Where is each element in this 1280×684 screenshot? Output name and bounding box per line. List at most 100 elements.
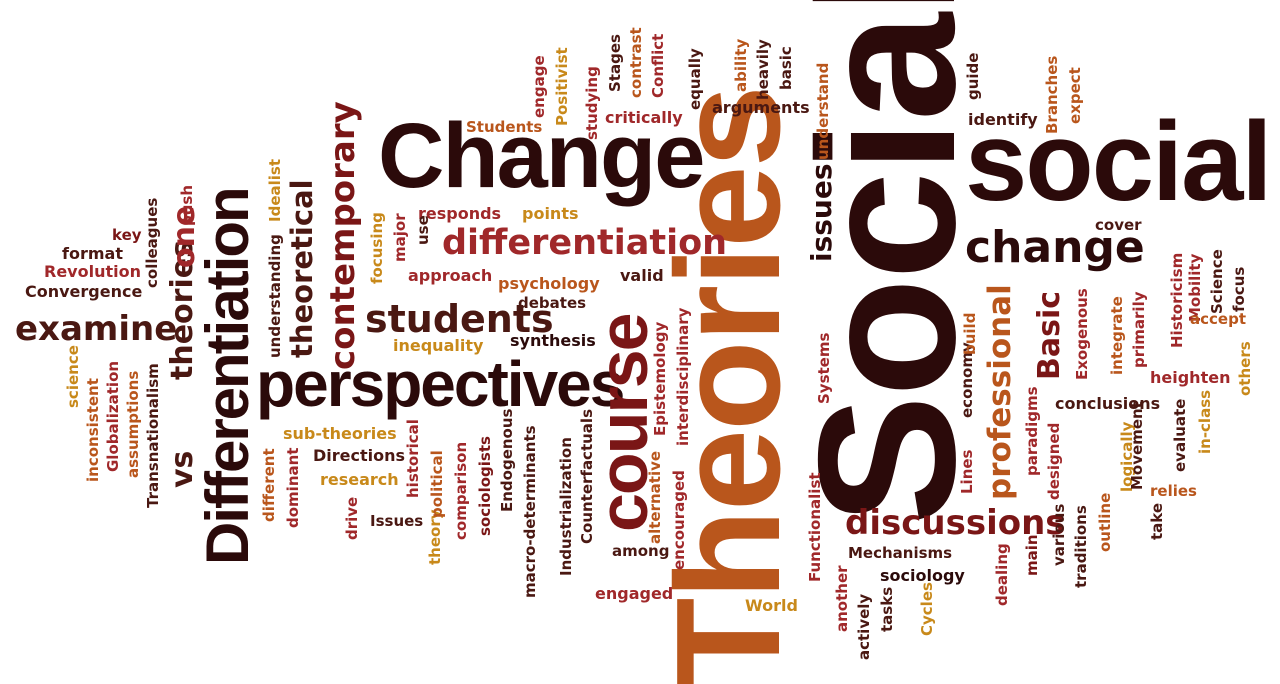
word-sociology: sociology	[880, 566, 965, 585]
word-engaged: engaged	[595, 584, 674, 603]
word-inconsistent: inconsistent	[84, 378, 102, 482]
word-different: different	[260, 448, 278, 522]
word-valid: valid	[620, 266, 664, 285]
word-historicism: Historicism	[1168, 252, 1186, 348]
word-expect: expect	[1066, 67, 1084, 124]
word-heighten: heighten	[1150, 368, 1231, 387]
word-movement: Movement	[1128, 401, 1146, 490]
word-examine: examine	[15, 309, 178, 349]
word-science: Science	[1208, 249, 1226, 314]
word-engage: engage	[530, 55, 548, 118]
word-dominant: dominant	[284, 447, 302, 528]
word-dealing: dealing	[993, 543, 1011, 606]
word-interdisciplinary: interdisciplinary	[674, 307, 692, 446]
word-globalization: Globalization	[104, 360, 122, 472]
word-focusing: focusing	[368, 212, 386, 284]
word-encouraged: encouraged	[670, 470, 688, 570]
word-social: social	[965, 99, 1273, 224]
word-mechanisms: Mechanisms	[848, 544, 953, 562]
word-approach: approach	[408, 266, 493, 285]
word-exogenous: Exogenous	[1073, 288, 1091, 380]
word-students-small: Students	[466, 118, 543, 136]
word-contrast: contrast	[627, 27, 645, 98]
word-differentiation: differentiation	[442, 223, 728, 263]
word-arguments: arguments	[712, 98, 810, 117]
word-alternative: alternative	[646, 450, 664, 544]
word-stages: Stages	[606, 34, 624, 92]
word-understanding: understanding	[266, 234, 284, 358]
word-outline: outline	[1096, 492, 1114, 552]
word-drive: drive	[343, 496, 361, 540]
word-another: another	[833, 565, 851, 632]
word-push: push	[178, 184, 196, 226]
word-guide: guide	[964, 52, 982, 100]
word-inequality: inequality	[393, 336, 484, 355]
word-positivist: Positivist	[553, 47, 571, 126]
word-endogenous: Endogenous	[498, 408, 516, 512]
word-among: among	[612, 542, 670, 560]
word-sociologists: sociologists	[476, 436, 494, 536]
word-conclusions: conclusions	[1055, 394, 1161, 413]
word-take: take	[1148, 502, 1166, 540]
word-world: World	[745, 596, 798, 615]
word-research: research	[320, 470, 399, 489]
word-identify: identify	[968, 110, 1038, 129]
word-students: students	[365, 297, 554, 341]
word-professional: professional	[982, 284, 1018, 500]
word-theoretical: theoretical	[285, 179, 319, 358]
word-key: key	[112, 226, 142, 244]
word-systems: Systems	[815, 332, 833, 404]
word-basic: Basic	[1032, 290, 1067, 380]
word-psychology: psychology	[498, 274, 600, 293]
word-comparison: comparison	[452, 441, 470, 540]
word-functionalist: Functionalist	[806, 472, 824, 582]
word-perspectives: perspectives	[256, 348, 625, 420]
word-lines: Lines	[958, 449, 976, 494]
word-tasks: tasks	[878, 586, 896, 632]
word-others: others	[1236, 341, 1254, 396]
word-major: major	[391, 213, 409, 262]
word-cover: cover	[1095, 216, 1142, 234]
word-issues: issues	[805, 163, 838, 262]
word-idealist: Idealist	[266, 159, 284, 222]
word-discussions: discussions	[845, 503, 1066, 543]
word-integrate: integrate	[1108, 296, 1126, 375]
word-issues-cap: Issues	[370, 512, 424, 530]
word-traditions: traditions	[1072, 505, 1090, 588]
word-build: build	[961, 312, 979, 355]
word-cycles: Cycles	[918, 582, 936, 636]
word-use: use	[414, 215, 432, 245]
word-sub-theories: sub-theories	[283, 424, 397, 443]
word-format: format	[62, 244, 123, 263]
word-epistemology: Epistemology	[651, 321, 669, 436]
word-responds: responds	[418, 204, 502, 223]
word-critically: critically	[605, 108, 683, 127]
word-vs: vs	[165, 450, 200, 488]
word-evaluate: evaluate	[1171, 398, 1189, 472]
word-designed: designed	[1045, 422, 1063, 500]
word-historical: historical	[404, 419, 422, 498]
word-counterfactuals: Counterfactuals	[578, 409, 596, 544]
word-debates: debates	[518, 294, 587, 312]
word-paradigms: paradigms	[1023, 386, 1041, 476]
word-ability: ability	[732, 38, 750, 92]
word-science-small: science	[64, 345, 82, 408]
word-main: main	[1023, 534, 1041, 576]
word-basic-small: basic	[777, 46, 795, 90]
word-transnationalism: Transnationalism	[144, 363, 162, 508]
word-points: points	[522, 204, 579, 223]
word-in-class: in-class	[1196, 389, 1214, 454]
word-heavily: heavily	[754, 39, 772, 100]
word-studying: studying	[583, 66, 601, 140]
word-contemporary: contemporary	[323, 101, 363, 370]
word-primarily: primarily	[1130, 291, 1148, 369]
word-political: political	[428, 450, 446, 518]
word-change-big: Change	[378, 105, 705, 207]
word-various: various	[1050, 503, 1068, 566]
word-differentiation-vertical: Differentiation	[194, 188, 261, 565]
word-change: change	[965, 222, 1145, 273]
word-conflict: Conflict	[649, 33, 667, 98]
word-relies: relies	[1150, 482, 1197, 500]
word-synthesis: synthesis	[510, 331, 596, 350]
